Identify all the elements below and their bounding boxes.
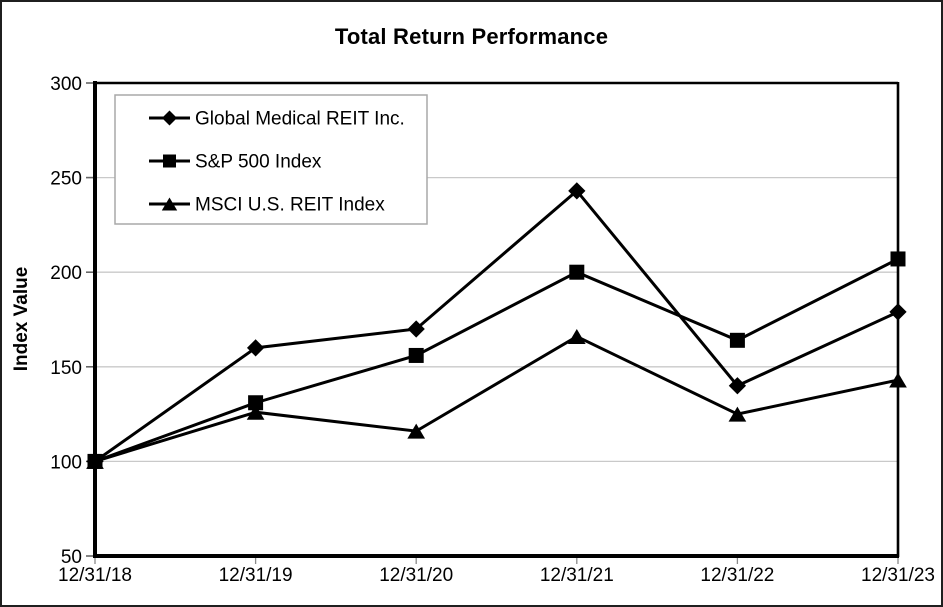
square-icon (890, 251, 906, 267)
x-tick-label: 12/31/19 (219, 565, 293, 586)
square-icon (248, 395, 264, 411)
legend: Global Medical REIT Inc. S&P 500 Index MSC… (114, 94, 428, 225)
x-tick-label: 12/31/23 (861, 565, 935, 586)
y-tick-label: 50 (61, 547, 82, 568)
legend-item: S&P 500 Index (149, 152, 322, 173)
y-tick-label: 200 (50, 263, 82, 284)
triangle-icon (161, 197, 178, 211)
triangle-icon (728, 406, 747, 422)
series-line-3 (94, 334, 899, 463)
x-tick-label: 12/31/18 (58, 565, 132, 586)
diamond-icon (407, 320, 425, 338)
x-tick-label: 12/31/21 (540, 565, 614, 586)
square-icon (408, 347, 424, 363)
square-icon (569, 264, 585, 280)
triangle-icon (246, 404, 265, 420)
diamond-icon (162, 110, 177, 126)
triangle-icon (567, 329, 586, 345)
y-tick-label: 300 (50, 74, 82, 95)
legend-item: Global Medical REIT Inc. (149, 109, 405, 130)
square-icon (729, 332, 745, 348)
y-tick-label: 150 (50, 358, 82, 379)
square-icon (163, 154, 176, 168)
y-tick-label: 100 (50, 452, 82, 473)
triangle-icon (407, 423, 426, 439)
legend-label: MSCI U.S. REIT Index (195, 195, 385, 216)
triangle-icon (889, 372, 907, 388)
chart-title: Total Return Performance (334, 24, 609, 49)
triangle-icon (86, 453, 104, 469)
legend-label: S&P 500 Index (195, 152, 322, 173)
diamond-icon (889, 303, 907, 321)
diamond-icon (246, 339, 265, 357)
series-line-1 (94, 188, 899, 463)
legend-label: Global Medical REIT Inc. (195, 109, 405, 130)
series-line-2 (94, 257, 899, 463)
diamond-icon (728, 377, 747, 395)
diamond-icon (568, 182, 586, 200)
x-tick-label: 12/31/20 (379, 565, 453, 586)
legend-item: MSCI U.S. REIT Index (149, 195, 385, 216)
x-tick-label: 12/31/22 (700, 565, 774, 586)
y-tick-label: 250 (50, 169, 82, 190)
